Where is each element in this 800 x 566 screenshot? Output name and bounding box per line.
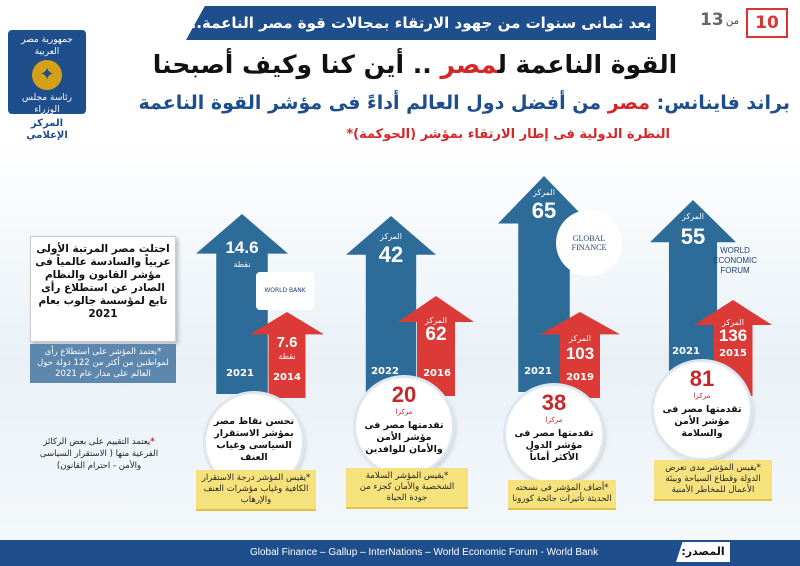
red-arrow-label: المركز: [569, 334, 591, 343]
blue-arrow-label: المركز: [380, 232, 402, 241]
red-arrow-value: 136: [718, 326, 748, 345]
source-text: Global Finance – Gallup – InterNations –…: [250, 547, 599, 558]
title-highlight: مصر: [440, 50, 498, 79]
page-subtitle: براند فاينانس: مصر من أفضل دول العالم أد…: [90, 92, 791, 114]
indicator-note: *يقيس المؤشر السلامة الشخصية والأمان كجز…: [346, 468, 468, 509]
blue-arrow-unit: نقطة: [233, 260, 251, 269]
gallup-callout: احتلت مصر المرتبة الأولى عربياً والسادسة…: [30, 236, 176, 342]
footnote-text: يعتمد التقييم على بعض الركائز الفرعية من…: [39, 437, 159, 471]
blue-arrow-year: 2021: [524, 366, 552, 377]
page-title: القوة الناعمة لمصر .. أين كنا وكيف أصبحن…: [120, 50, 710, 79]
logo-line-country: جمهورية مصر العربية: [21, 35, 73, 57]
blue-arrow-label: المركز: [533, 188, 555, 197]
subtitle-highlight: مصر: [607, 92, 650, 114]
red-arrow-label: المركز: [425, 316, 447, 325]
circle-text: تقدمتها مصر فى مؤشر الدول الأكثر أماناً: [514, 428, 594, 463]
indicator-note: *يقيس المؤشر مدى تعرض الدولة وقطاع السيا…: [654, 460, 772, 501]
wef-logo-line1: WORLD: [720, 246, 750, 255]
global-finance-logo: GLOBAL FINANCE: [556, 210, 622, 276]
circle-text: تحسن نقاط مصر بمؤشر الاستقرار السياسى وغ…: [213, 416, 295, 463]
logo-line-cabinet: رئاسة مجلس الوزراء: [22, 93, 72, 115]
achievement-circle: 20 مركزا تقدمتها مصر فى مؤشر الأمن والأم…: [356, 378, 452, 474]
cabinet-logo: جمهورية مصر العربية ✦ رئاسة مجلس الوزراء…: [8, 30, 86, 142]
header-banner: بعد ثمانى سنوات من جهود الارتقاء بمجالات…: [186, 6, 656, 40]
section-heading: النظرة الدولية فى إطار الارتقاء بمؤشر (ا…: [346, 127, 670, 142]
blue-arrow-value: 42: [378, 242, 404, 267]
page-total: 13: [700, 10, 724, 30]
red-arrow-value: 103: [565, 344, 595, 363]
title-part-b: .. أين كنا وكيف أصبحنا: [152, 50, 441, 79]
wef-logo-line3: FORUM: [720, 266, 750, 275]
red-arrow-year: 2019: [566, 372, 594, 383]
red-arrow-year: 2015: [719, 348, 747, 359]
circle-number: 38: [541, 390, 567, 415]
page-of-label: من: [726, 16, 739, 27]
title-part-a: القوة الناعمة ل: [497, 50, 678, 79]
page-counter: 13 من 10: [688, 8, 788, 38]
wef-logo: WORLD ECONOMIC FORUM: [700, 236, 770, 298]
page-current: 10: [746, 8, 788, 38]
achievement-circle: 38 مركزا تقدمتها مصر فى مؤشر الدول الأكث…: [506, 386, 602, 482]
blue-arrow-label: المركز: [682, 212, 704, 221]
circle-unit: مركزا: [395, 408, 413, 416]
subtitle-part-b: من أفضل دول العالم أداءً فى مؤشر القوة ا…: [138, 92, 608, 114]
circle-number: 20: [391, 382, 417, 407]
gallup-note: *يعتمد المؤشر على استطلاع رأى لمواطنين م…: [30, 344, 176, 383]
global-finance-logo-text: GLOBAL FINANCE: [571, 234, 607, 252]
circle-text: تقدمتها مصر فى مؤشر الأمن والأمان للوافد…: [364, 420, 444, 455]
governance-footnote: *يعتمد التقييم على بعض الركائز الفرعية م…: [30, 436, 168, 472]
source-bar: [0, 540, 800, 566]
red-arrow-unit: نقطة: [278, 352, 296, 361]
source-label: المصدر:: [676, 542, 730, 562]
wef-logo-line2: ECONOMIC: [713, 256, 757, 265]
indicator-note: *أضاف المؤشر فى نسخته الحديثة تأثيرات جا…: [508, 480, 616, 510]
eagle-emblem-icon: ✦: [32, 60, 62, 90]
red-arrow-year: 2016: [423, 368, 451, 379]
red-arrow-value: 7.6: [276, 334, 298, 351]
circle-unit: مركزا: [693, 392, 711, 400]
blue-arrow-year: 2021: [226, 368, 254, 379]
logo-line-media-center: المركز الإعلامي: [12, 118, 82, 142]
subtitle-part-a: براند فاينانس:: [650, 92, 790, 114]
red-arrow-value: 62: [425, 324, 447, 345]
world-bank-logo: WORLD BANK GROUP: [256, 272, 314, 332]
blue-arrow-year: 2021: [672, 346, 700, 357]
circle-number: 81: [689, 366, 715, 391]
circle-text: تقدمتها مصر فى مؤشر الأمن والسلامة: [662, 404, 742, 439]
circle-unit: مركزا: [545, 416, 563, 424]
footnote-star: *: [150, 437, 155, 447]
achievement-circle: 81 مركزا تقدمتها مصر فى مؤشر الأمن والسل…: [654, 362, 750, 458]
blue-arrow-value: 55: [680, 224, 706, 249]
blue-arrow-year: 2022: [371, 366, 399, 377]
blue-arrow-value: 14.6: [225, 238, 259, 257]
indicator-note: *يقيس المؤشر درجة الاستقرار الكافية وغيا…: [196, 470, 316, 511]
red-arrow-label: المركز: [722, 318, 744, 327]
blue-arrow-value: 65: [531, 198, 557, 223]
red-arrow-year: 2014: [273, 372, 301, 383]
